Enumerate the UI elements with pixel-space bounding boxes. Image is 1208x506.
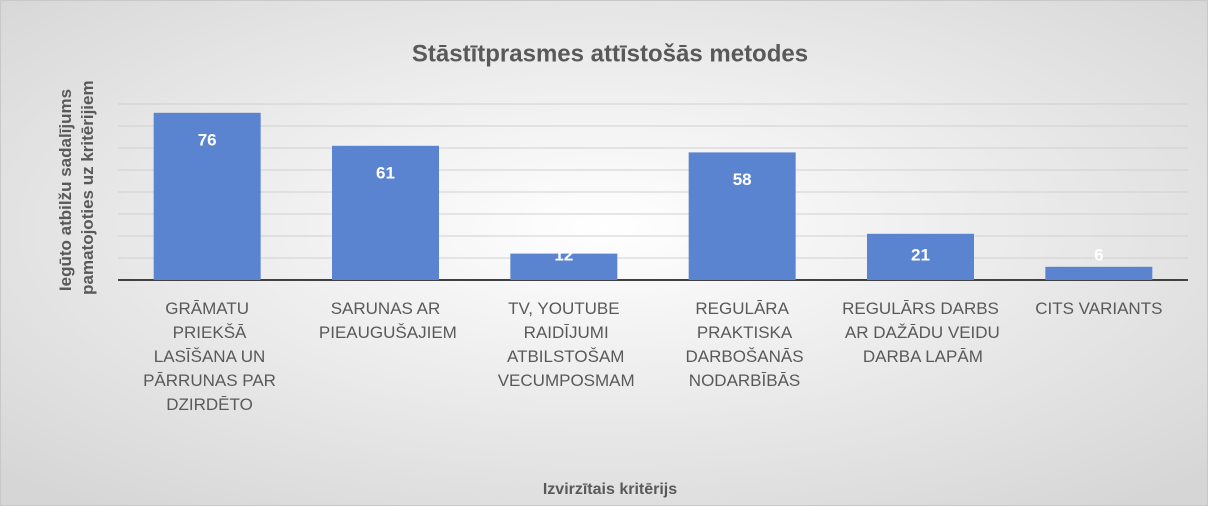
data-label: 21 <box>911 245 930 264</box>
x-tick-label: TV, YOUTUBE RAIDĪJUMI ATBILSTOŠAM VECUMP… <box>493 299 635 390</box>
y-axis-title: Iegūto atbilžu sadalījums pamatojoties u… <box>56 80 97 299</box>
bar <box>510 253 618 280</box>
x-tick-label: REGULĀRA PRAKTISKA DARBOŠANĀS NODARBĪBĀS <box>681 299 804 390</box>
data-label: 61 <box>376 163 395 182</box>
x-tick-label: REGULĀRS DARBS AR DAŽĀDU VEIDU DARBA LAP… <box>841 299 1000 366</box>
data-label: 6 <box>1094 245 1103 264</box>
chart-title: Stāstītprasmes attīstošās metodes <box>412 40 808 67</box>
data-label: 12 <box>554 245 573 264</box>
x-tick-label: GRĀMATU PRIEKŠĀ LASĪŠANA UN PĀRRUNAS PAR… <box>138 299 276 414</box>
data-label: 58 <box>733 170 752 189</box>
x-tick-label: CITS VARIANTS <box>1035 299 1162 318</box>
x-tick-label: SARUNAS AR PIEAUGUŠAJIEM <box>314 299 457 342</box>
x-axis-title: Izvirzītais kritērijs <box>543 481 677 498</box>
bar <box>332 145 439 280</box>
bar <box>867 233 974 280</box>
data-label: 76 <box>198 130 217 149</box>
bar <box>153 112 261 280</box>
bar <box>688 152 796 280</box>
bar <box>1045 266 1153 280</box>
